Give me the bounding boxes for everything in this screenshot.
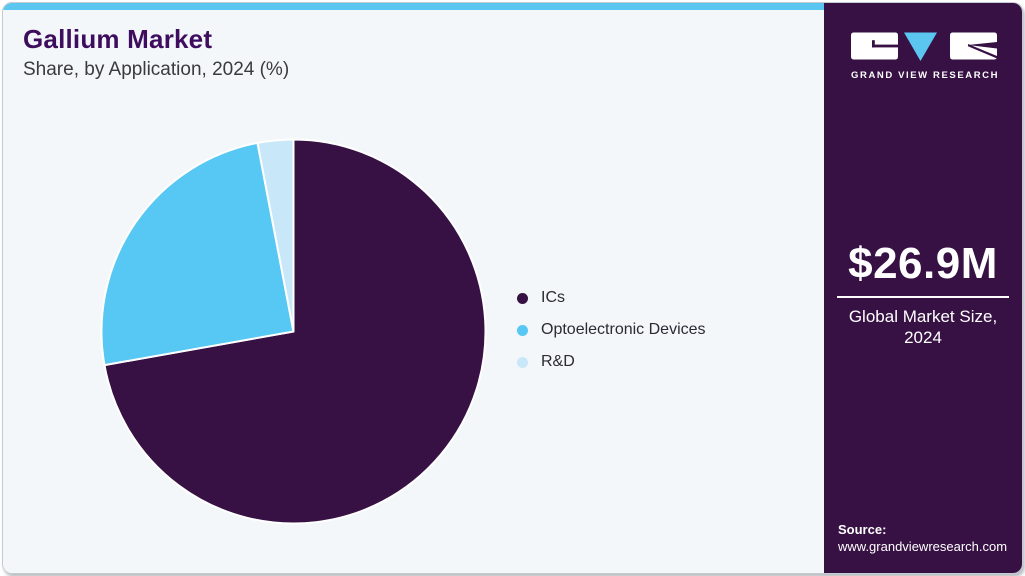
pie-chart [100,138,487,525]
gvr-logo-mark [851,32,997,61]
market-size-value: $26.9M [848,239,998,288]
chart-subtitle: Share, by Application, 2024 (%) [23,59,290,80]
gvr-logo: GRAND VIEW RESEARCH [851,31,1000,81]
logo-r-notch [968,42,997,49]
legend-item: ICs [517,282,706,314]
pie-slice-optoelectronic-devices [100,141,295,367]
logo-g-tick [872,40,875,48]
brand-sidebar: GRAND VIEW RESEARCH $26.9M Global Market… [824,3,1022,573]
legend-swatch [517,356,528,368]
chart-panel: Gallium Market Share, by Application, 20… [3,3,824,573]
source-label: Source: [838,522,887,537]
top-accent-bar [3,3,824,10]
legend-label: Optoelectronic Devices [541,321,706,338]
pie-slice-ics [103,138,487,525]
source-block: Source: www.grandviewresearch.com [838,521,1007,555]
brand-wordmark: GRAND VIEW RESEARCH [851,70,1000,81]
pie-slice-r-d [256,138,295,333]
logo-v-triangle [904,32,937,61]
market-size-label: Global Market Size, 2024 [848,307,998,347]
market-size-divider [837,296,1009,298]
logo-r-leg [968,44,997,59]
chart-title: Gallium Market [23,24,213,54]
legend-item: Optoelectronic Devices [517,314,706,346]
legend: ICs Optoelectronic Devices R&D [517,282,706,378]
source-url: www.grandviewresearch.com [838,539,1008,554]
legend-item: R&D [517,346,706,378]
legend-label: R&D [541,353,575,370]
market-size-block: $26.9M Global Market Size, 2024 [824,239,1022,348]
legend-label: ICs [541,289,565,306]
legend-swatch [517,324,528,336]
legend-swatch [517,292,528,304]
logo-g-slot [872,44,898,48]
